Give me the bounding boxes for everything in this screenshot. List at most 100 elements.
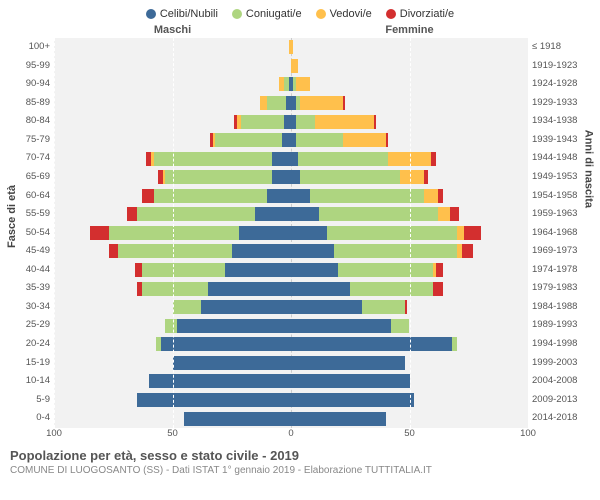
- legend-label: Divorziati/e: [400, 8, 454, 20]
- bar-segment: [291, 300, 362, 314]
- birth-label: 1934-1938: [532, 112, 590, 131]
- legend-label: Celibi/Nubili: [160, 8, 218, 20]
- bar-segment: [184, 412, 291, 426]
- pyramid-row: [54, 409, 528, 428]
- bar-segment: [362, 300, 405, 314]
- bar-segment: [142, 189, 154, 203]
- bar-segment: [137, 207, 256, 221]
- pyramid-row: [54, 187, 528, 206]
- chart-subtitle: COMUNE DI LUOGOSANTO (SS) - Dati ISTAT 1…: [10, 465, 590, 476]
- chart-title: Popolazione per età, sesso e stato civil…: [10, 448, 590, 463]
- chart-footer: Popolazione per età, sesso e stato civil…: [10, 448, 590, 476]
- bar-segment: [291, 207, 319, 221]
- bar-segment: [300, 96, 343, 110]
- birth-label: 1929-1933: [532, 94, 590, 113]
- bar-rows: [54, 38, 528, 428]
- bar-segment: [452, 337, 457, 351]
- birth-label: 1924-1928: [532, 75, 590, 94]
- age-label: 5-9: [10, 391, 50, 410]
- chart-area: Fasce di età 100+95-9990-9485-8980-8475-…: [10, 38, 590, 428]
- bar-segment: [241, 115, 284, 129]
- bar-segment: [291, 412, 386, 426]
- bar-segment: [215, 133, 281, 147]
- bar-segment: [161, 337, 291, 351]
- bar-segment: [177, 319, 291, 333]
- bar-segment: [267, 189, 291, 203]
- age-label: 20-24: [10, 335, 50, 354]
- bar-segment: [291, 337, 452, 351]
- x-tick: 50: [167, 428, 178, 439]
- birth-label: 1919-1923: [532, 57, 590, 76]
- bar-segment: [118, 244, 232, 258]
- bar-segment: [260, 96, 267, 110]
- bar-segment: [291, 40, 293, 54]
- legend-label: Vedovi/e: [330, 8, 372, 20]
- y-axis-title-left: Fasce di età: [6, 185, 18, 248]
- legend-swatch: [316, 9, 326, 19]
- bar-segment: [457, 226, 464, 240]
- x-tick: 100: [520, 428, 536, 439]
- pyramid-row: [54, 205, 528, 224]
- pyramid-row: [54, 391, 528, 410]
- bar-segment: [343, 96, 345, 110]
- bar-segment: [165, 319, 177, 333]
- header-female: Femmine: [291, 24, 528, 36]
- bar-segment: [282, 133, 291, 147]
- bar-segment: [239, 226, 291, 240]
- bar-segment: [310, 189, 424, 203]
- bar-segment: [291, 282, 350, 296]
- x-tick: 0: [288, 428, 293, 439]
- birth-label: 1989-1993: [532, 316, 590, 335]
- bar-segment: [462, 244, 474, 258]
- bar-segment: [291, 189, 310, 203]
- bar-segment: [291, 226, 327, 240]
- pyramid-row: [54, 94, 528, 113]
- pyramid-row: [54, 279, 528, 298]
- birth-label: 1994-1998: [532, 335, 590, 354]
- birth-label: 1969-1973: [532, 242, 590, 261]
- age-label: 80-84: [10, 112, 50, 131]
- bar-segment: [296, 133, 343, 147]
- birth-label: 1964-1968: [532, 224, 590, 243]
- bar-segment: [291, 170, 300, 184]
- bar-segment: [137, 393, 291, 407]
- bar-segment: [405, 300, 407, 314]
- bar-segment: [327, 226, 457, 240]
- y-axis-right: ≤ 19181919-19231924-19281929-19331934-19…: [528, 38, 590, 428]
- column-headers: Maschi Femmine: [10, 24, 590, 36]
- birth-label: 2014-2018: [532, 409, 590, 428]
- bar-segment: [291, 393, 414, 407]
- legend-label: Coniugati/e: [246, 8, 302, 20]
- bar-segment: [109, 244, 118, 258]
- grid-line: [173, 38, 174, 428]
- bar-segment: [142, 263, 225, 277]
- pyramid-row: [54, 224, 528, 243]
- y-axis-title-right: Anni di nascita: [582, 130, 594, 208]
- pyramid-row: [54, 149, 528, 168]
- age-label: 25-29: [10, 316, 50, 335]
- bar-segment: [338, 263, 433, 277]
- bar-segment: [400, 170, 424, 184]
- legend-swatch: [232, 9, 242, 19]
- pyramid-row: [54, 168, 528, 187]
- bar-segment: [438, 189, 443, 203]
- bar-segment: [464, 226, 481, 240]
- birth-label: 2004-2008: [532, 372, 590, 391]
- age-label: 10-14: [10, 372, 50, 391]
- grid-line: [54, 38, 55, 428]
- grid-line: [528, 38, 529, 428]
- bar-segment: [350, 282, 433, 296]
- bar-segment: [334, 244, 457, 258]
- bar-segment: [450, 207, 459, 221]
- pyramid-row: [54, 38, 528, 57]
- bar-segment: [109, 226, 239, 240]
- pyramid-row: [54, 354, 528, 373]
- legend: Celibi/Nubili Coniugati/e Vedovi/e Divorzia…: [10, 8, 590, 20]
- bar-segment: [90, 226, 109, 240]
- bar-segment: [267, 96, 286, 110]
- bar-segment: [208, 282, 291, 296]
- pyramid-row: [54, 335, 528, 354]
- age-label: 0-4: [10, 409, 50, 428]
- bar-segment: [438, 207, 450, 221]
- plot-area: [54, 38, 528, 428]
